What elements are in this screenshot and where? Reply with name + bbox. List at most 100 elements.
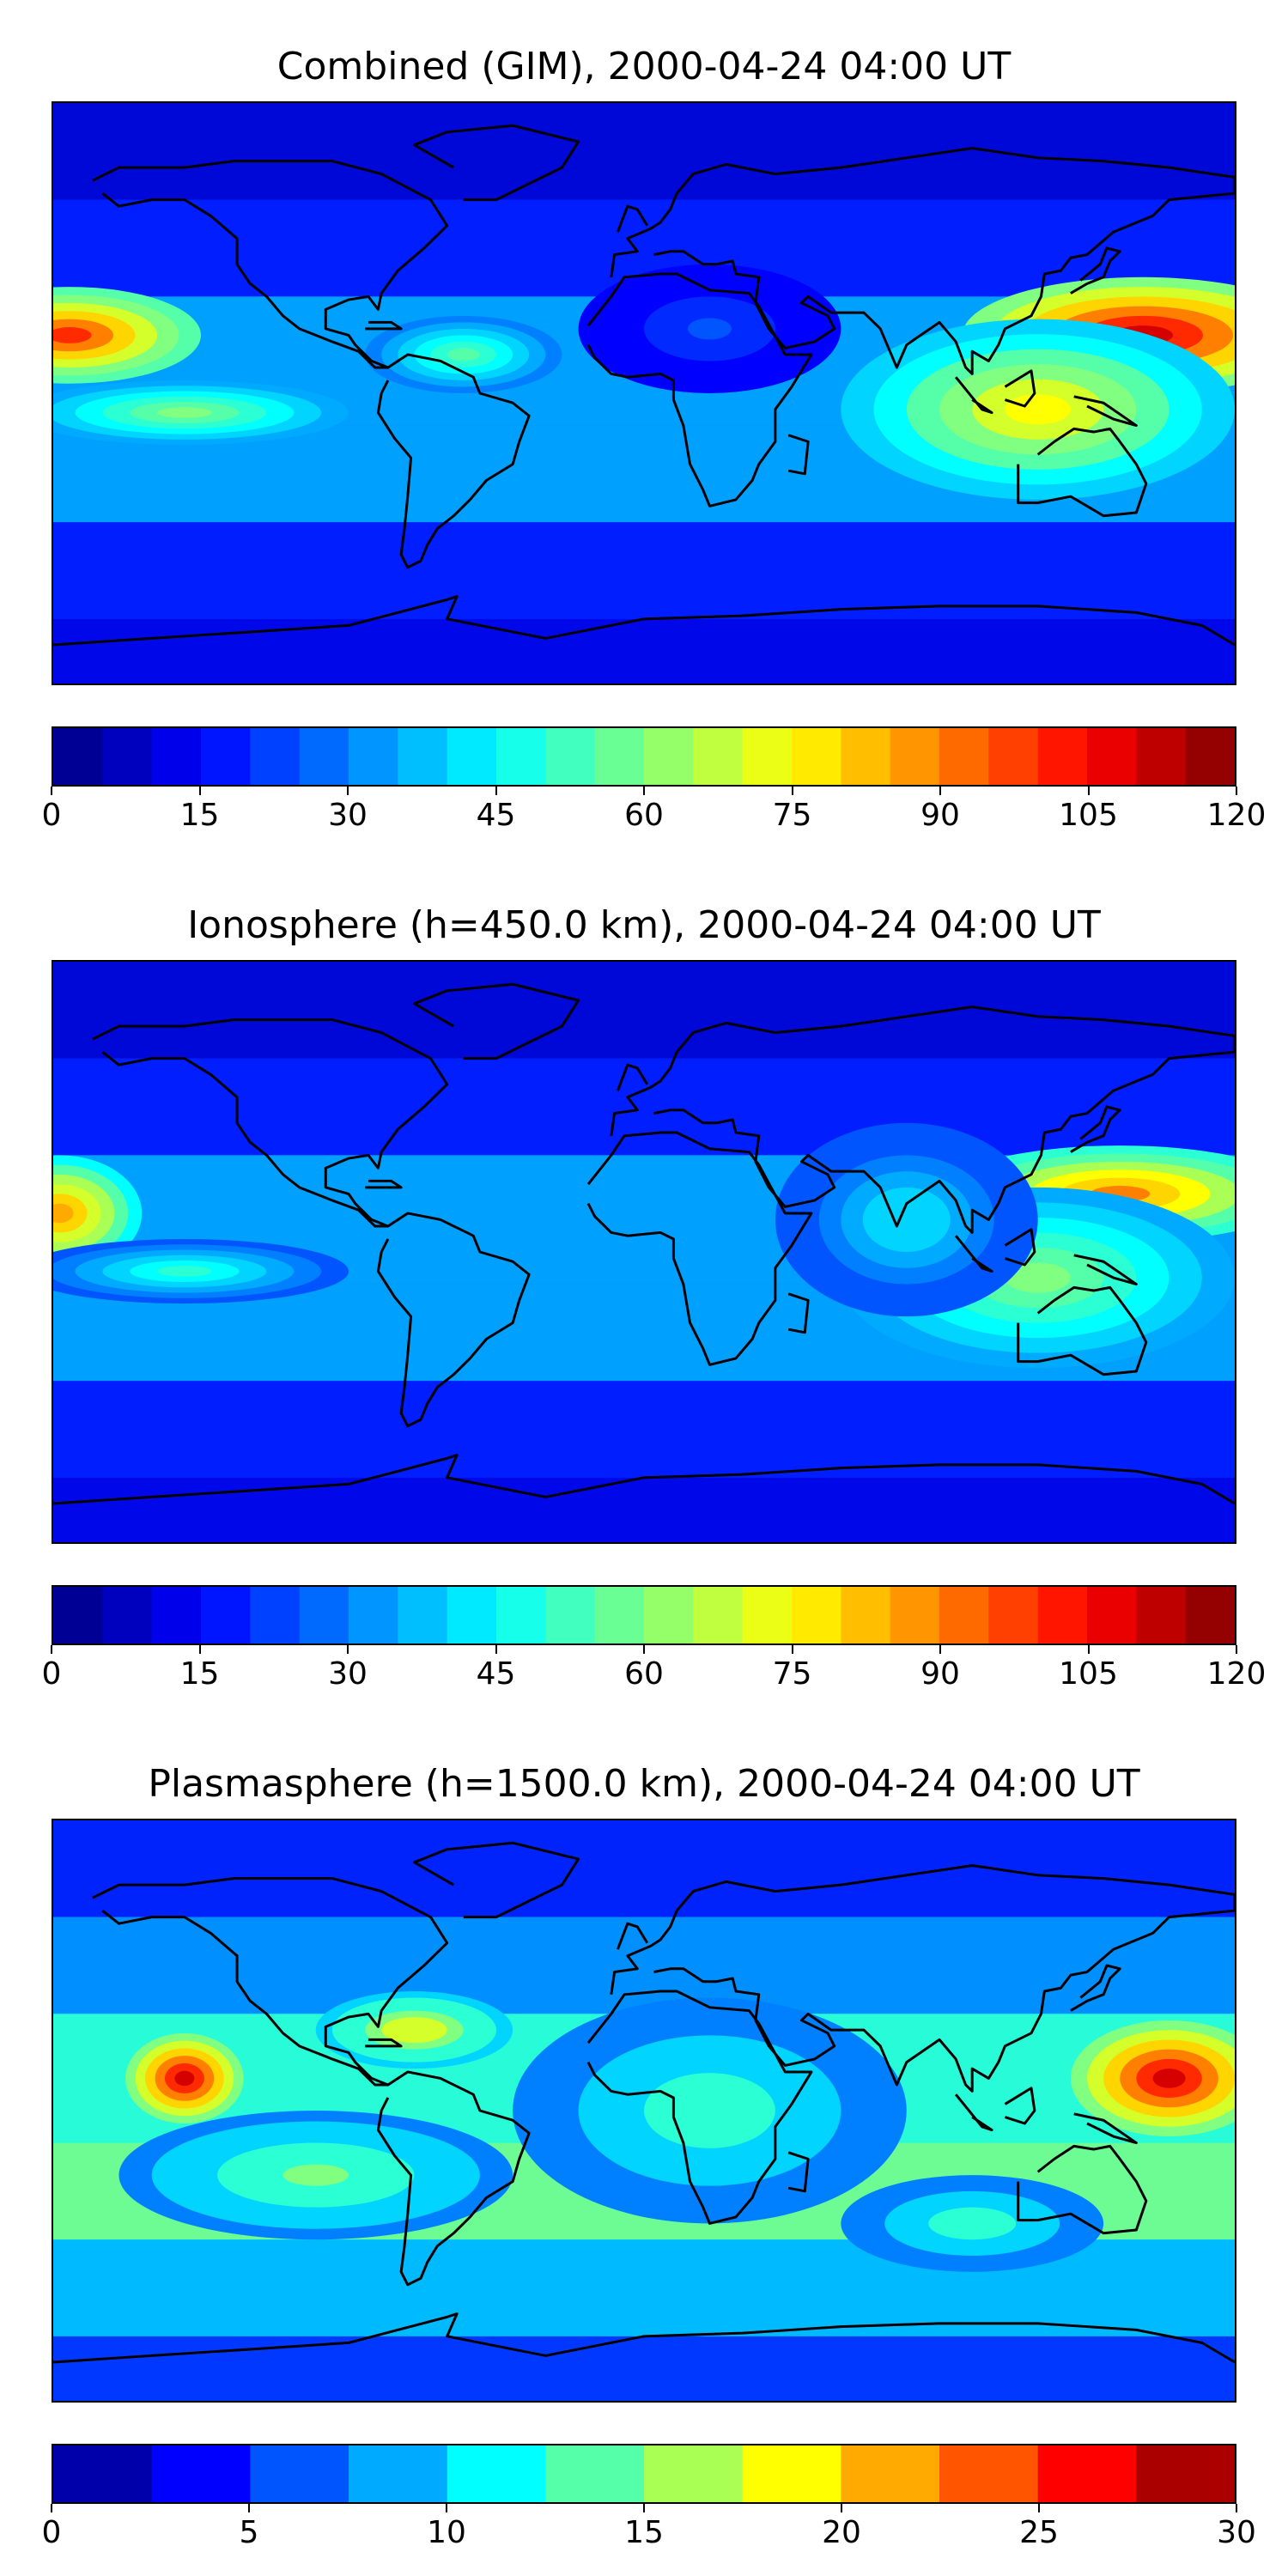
- contour-region: [687, 318, 732, 340]
- colorbar-tick-label: 120: [1206, 798, 1267, 833]
- colorbar-tickmark: [1087, 1645, 1090, 1654]
- colorbar-segment: [1136, 728, 1187, 785]
- colorbar-segment: [742, 2445, 841, 2502]
- coastline: [1070, 1964, 1121, 2012]
- coastline: [1004, 2087, 1036, 2125]
- coastline: [787, 2151, 810, 2193]
- colorbar-tick-label: 120: [1206, 1656, 1267, 1692]
- colorbar-segment: [742, 1587, 793, 1643]
- colorbar-segment: [447, 728, 497, 785]
- colorbar-tickmark: [1236, 787, 1237, 795]
- colorbar-segment: [545, 728, 596, 785]
- colorbar-tick-label: 15: [624, 2515, 664, 2550]
- colorbar-tick-label: 5: [239, 2515, 259, 2550]
- colorbar-segment: [594, 728, 645, 785]
- colorbar-tickmark: [51, 1645, 52, 1654]
- coastline: [92, 1018, 449, 1228]
- colorbar-tick-label: 30: [328, 1656, 368, 1692]
- contour-region: [677, 2092, 743, 2129]
- panel-3-colorbar: [52, 2444, 1236, 2504]
- colorbar-tick-label: 45: [476, 1656, 516, 1692]
- coastline: [586, 272, 813, 507]
- panel-3-colorbar-svg: [53, 2445, 1235, 2502]
- panel-3-title: Plasmasphere (h=1500.0 km), 2000-04-24 0…: [148, 1762, 1140, 1806]
- panel-1-map-svg: [53, 103, 1235, 683]
- colorbar-segment: [693, 1587, 744, 1643]
- colorbar-segment: [1136, 1587, 1187, 1643]
- coastline: [365, 1179, 403, 1189]
- colorbar-segment: [939, 1587, 989, 1643]
- colorbar-segment: [693, 728, 744, 785]
- coastline: [92, 1877, 449, 2087]
- colorbar-tick-label: 30: [328, 798, 368, 833]
- coastline: [586, 1990, 813, 2225]
- colorbar-tickmark: [248, 2504, 250, 2512]
- latitude-band: [53, 1477, 1235, 1542]
- colorbar-segment: [1087, 728, 1137, 785]
- panel-1-colorbar: [52, 726, 1236, 787]
- colorbar-segment: [890, 728, 940, 785]
- coastline: [376, 1212, 531, 1428]
- coastline: [616, 1063, 649, 1091]
- colorbar-tickmark: [51, 2504, 52, 2512]
- coastline: [53, 1454, 1235, 1505]
- coastline: [1073, 395, 1138, 428]
- panel-2-map: [52, 960, 1236, 1544]
- coastline: [1017, 1285, 1148, 1376]
- colorbar-segment: [792, 728, 841, 785]
- colorbar-tickmark: [1087, 787, 1090, 795]
- colorbar-tickmark: [939, 1645, 941, 1654]
- latitude-band: [53, 1917, 1235, 2014]
- colorbar-segment: [496, 728, 546, 785]
- coastline: [53, 595, 1235, 647]
- colorbar-segment: [841, 1587, 891, 1643]
- coastline: [954, 2093, 993, 2132]
- colorbar-tickmark: [347, 1645, 349, 1654]
- colorbar-segment: [250, 728, 301, 785]
- colorbar-segment: [1185, 728, 1235, 785]
- colorbar-segment: [644, 1587, 694, 1643]
- colorbar-segment: [742, 728, 793, 785]
- colorbar-tickmark: [1236, 1645, 1237, 1654]
- latitude-band: [53, 522, 1235, 619]
- colorbar-tick-label: 90: [920, 1656, 960, 1692]
- colorbar-tick-label: 0: [41, 1656, 62, 1692]
- coastline: [586, 1131, 813, 1366]
- contour-region: [53, 327, 92, 343]
- colorbar-segment: [890, 1587, 940, 1643]
- colorbar-tickmark: [347, 787, 349, 795]
- colorbar-tickmark: [791, 1645, 793, 1654]
- colorbar-segment: [447, 2445, 546, 2502]
- contour-region: [174, 2070, 195, 2087]
- coastline: [365, 320, 403, 331]
- colorbar-tick-label: 25: [1019, 2515, 1059, 2550]
- colorbar-tickmark: [1236, 2504, 1237, 2512]
- coastline: [92, 160, 449, 369]
- colorbar-segment: [349, 2445, 448, 2502]
- coastline: [412, 124, 580, 202]
- coastline: [1073, 2112, 1138, 2145]
- colorbar-segment: [250, 1587, 301, 1643]
- contour-region: [53, 1203, 74, 1224]
- coastline: [616, 204, 649, 233]
- coastline: [610, 1005, 1235, 1234]
- coastline: [616, 1922, 649, 1950]
- colorbar-segment: [988, 1587, 1039, 1643]
- colorbar-tick-label: 15: [179, 1656, 220, 1692]
- latitude-band: [53, 1820, 1235, 1917]
- colorbar-tickmark: [643, 1645, 645, 1654]
- coastline: [1073, 1254, 1138, 1286]
- colorbar-segment: [1136, 2445, 1235, 2502]
- colorbar-segment: [545, 2445, 645, 2502]
- coastline: [1017, 2144, 1148, 2235]
- colorbar-segment: [545, 1587, 596, 1643]
- colorbar-tickmark: [1038, 2504, 1040, 2512]
- colorbar-segment: [1087, 1587, 1137, 1643]
- colorbar-segment: [1037, 1587, 1088, 1643]
- colorbar-tick-label: 45: [476, 798, 516, 833]
- colorbar-segment: [644, 728, 694, 785]
- coastline: [376, 353, 531, 569]
- latitude-band: [53, 1381, 1235, 1478]
- colorbar-segment: [939, 2445, 1039, 2502]
